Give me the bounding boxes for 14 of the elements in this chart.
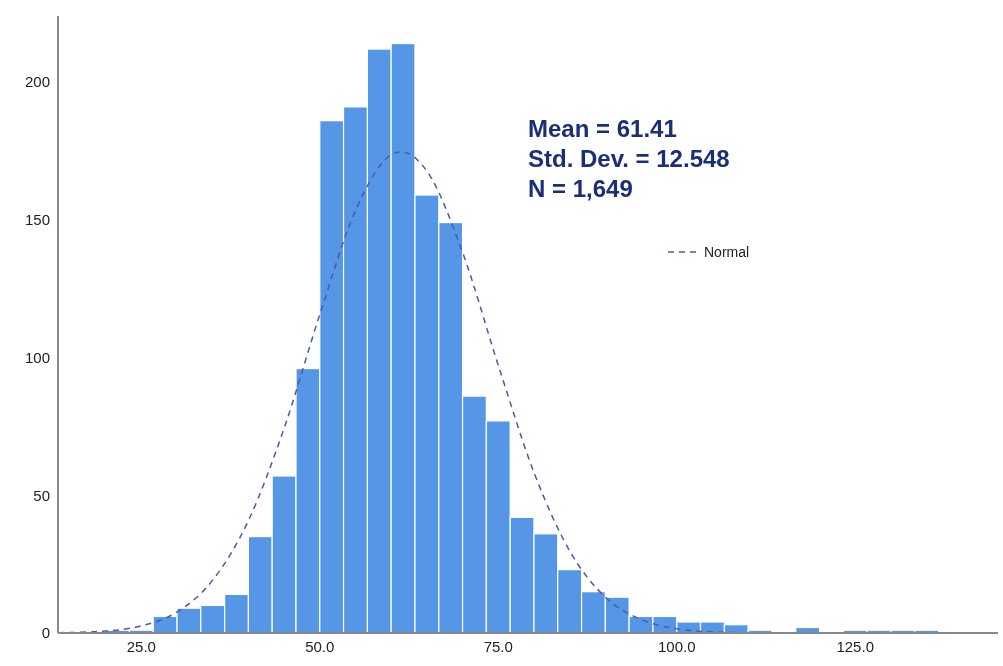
annotation: Std. Dev. = 12.548 bbox=[528, 144, 730, 174]
x-tick-label: 100.0 bbox=[657, 637, 696, 655]
y-tick-label: 200 bbox=[24, 73, 50, 91]
x-tick-label: 75.0 bbox=[483, 637, 513, 655]
y-tick-label: 50 bbox=[33, 486, 50, 504]
x-tick-label: 25.0 bbox=[126, 637, 156, 655]
legend-label: Normal bbox=[704, 244, 750, 260]
y-tick-label: 100 bbox=[24, 348, 50, 366]
x-tick-label: 125.0 bbox=[836, 637, 874, 655]
y-tick-label: 0 bbox=[41, 624, 50, 642]
x-tick-label: 50.0 bbox=[305, 637, 335, 655]
annotation: N = 1,649 bbox=[528, 174, 634, 204]
annotation: Mean = 61.41 bbox=[528, 114, 678, 144]
y-tick-label: 150 bbox=[24, 211, 50, 229]
